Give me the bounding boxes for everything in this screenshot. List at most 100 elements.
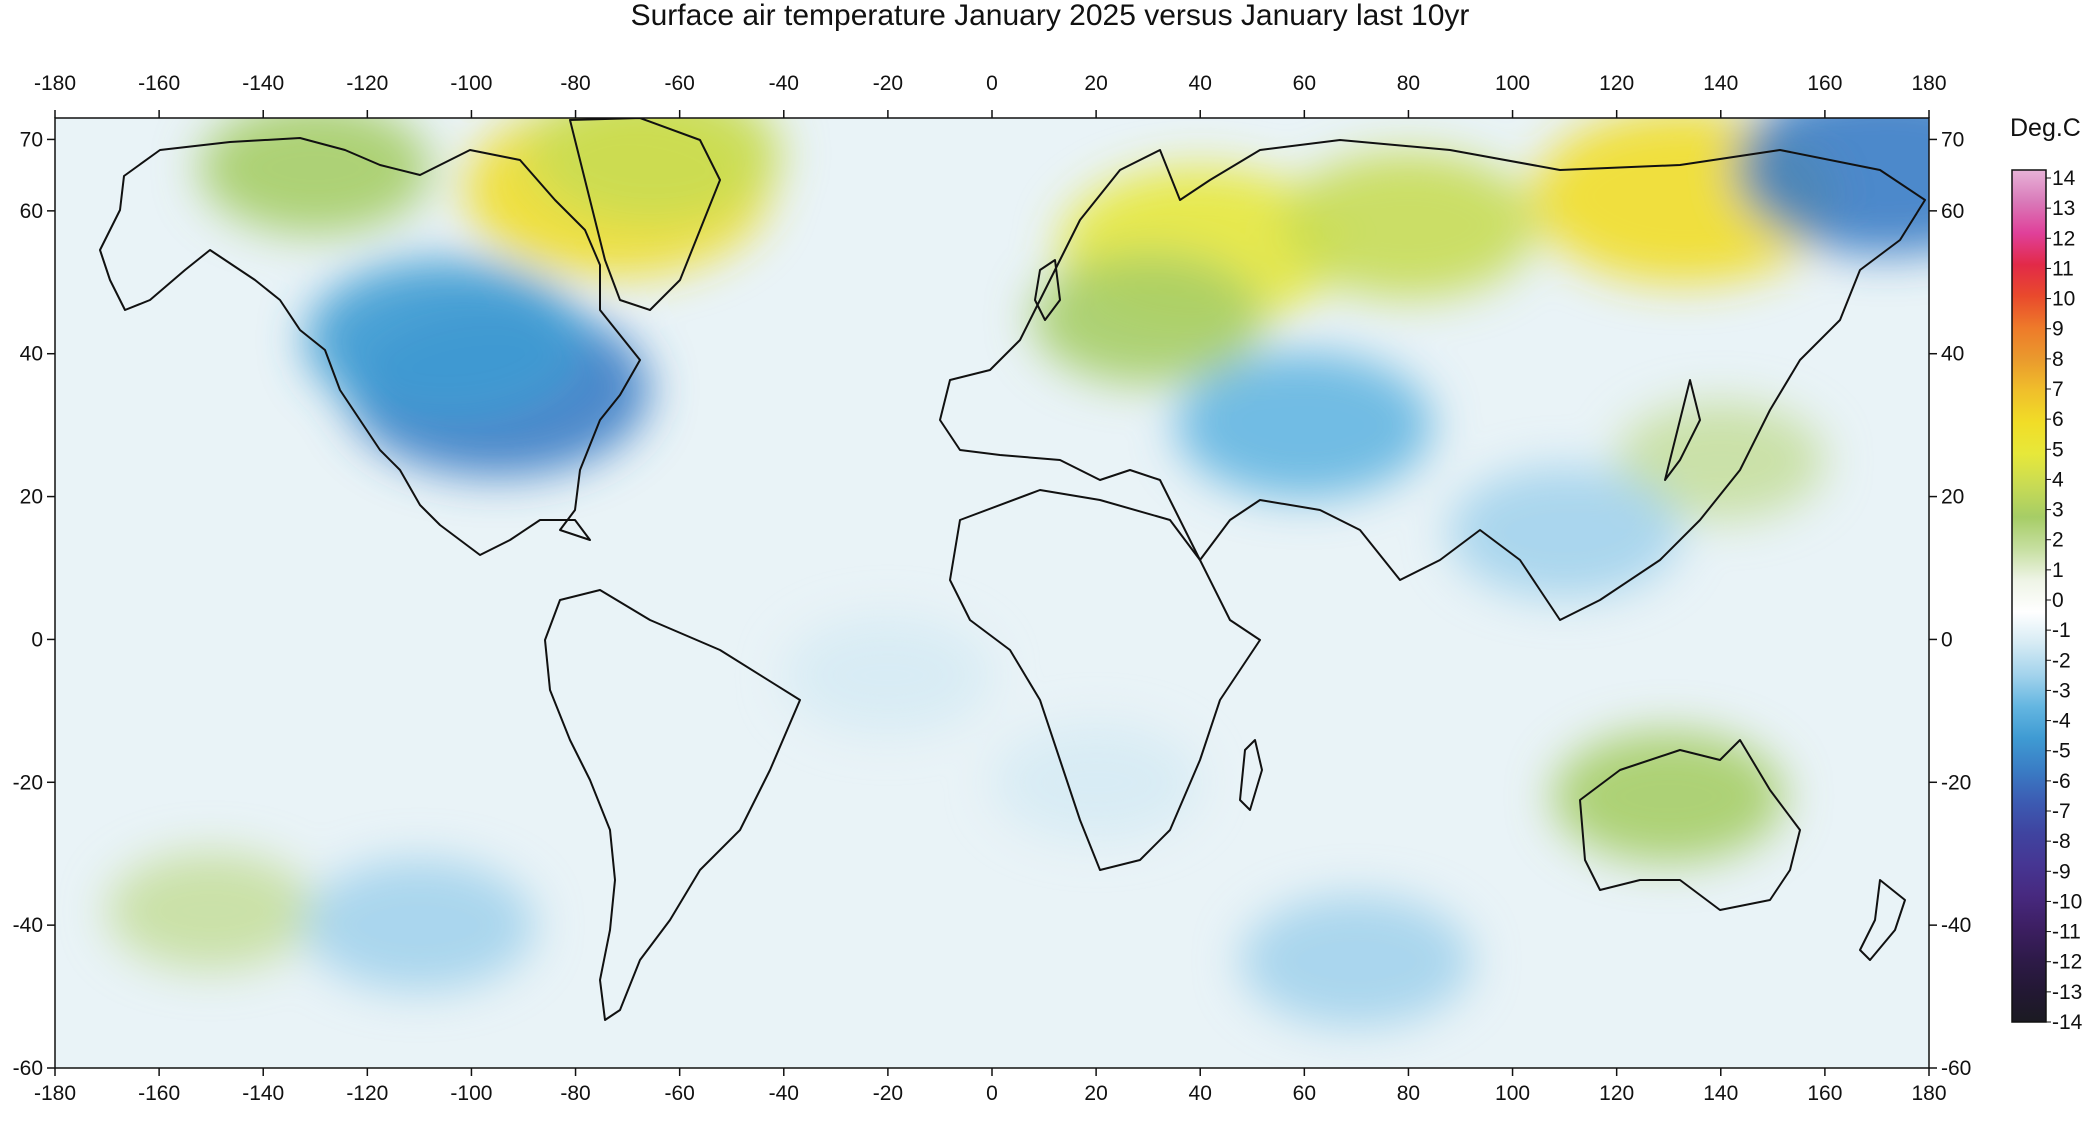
anomaly-region [992,723,1201,842]
colorbar-tick-label: 1 [2052,559,2064,582]
x-tick-label-top: 0 [986,72,998,95]
colorbar-tick-label: -7 [2052,800,2071,823]
anomaly-region [1176,352,1433,499]
anomaly-region [303,859,536,992]
anomaly-field [55,118,1929,1068]
anomaly-region [305,259,586,420]
y-tick-label-left: 70 [20,128,43,151]
x-tick-label-top: 180 [1911,72,1946,95]
colorbar-tick-label: 8 [2052,348,2064,371]
y-tick-label-left: -60 [13,1057,43,1080]
coastlines [99,118,1926,1021]
colorbar-tick-label: -5 [2052,740,2071,763]
x-tick-label-bottom: -120 [346,1082,388,1105]
anomaly-region [1448,466,1681,599]
x-tick-label-bottom: -80 [560,1082,590,1105]
x-tick-label-top: -120 [346,72,388,95]
x-tick-label-top: -100 [450,72,492,95]
colorbar-tick-label: -2 [2052,649,2071,672]
x-tick-label-top: -140 [242,72,284,95]
colorbar-tick-label: 7 [2052,378,2064,401]
y-tick-label-right: 60 [1941,200,1964,223]
anomaly-region [107,851,316,970]
anomaly-region [199,118,432,234]
x-tick-label-top: 100 [1495,72,1530,95]
y-tick-label-right: -20 [1941,771,1971,794]
x-tick-label-bottom: 140 [1703,1082,1738,1105]
europe-asia-coast [939,139,1926,621]
south-america-coast [544,589,801,1021]
x-tick-label-top: -40 [769,72,799,95]
y-tick-label-right: 70 [1941,128,1964,151]
x-tick-label-top: -60 [664,72,694,95]
anomaly-region [525,118,782,227]
x-tick-label-bottom: -40 [769,1082,799,1105]
x-tick-label-top: 20 [1084,72,1107,95]
colorbar-tick-label: 14 [2052,167,2076,190]
x-tick-label-bottom: 0 [986,1082,998,1105]
x-tick-label-bottom: -180 [34,1082,76,1105]
x-tick-label-top: -20 [873,72,903,95]
x-tick-label-top: 80 [1397,72,1420,95]
colorbar-tick-label: -3 [2052,679,2071,702]
y-tick-label-left: -40 [13,914,43,937]
colorbar-tick-label: -6 [2052,770,2071,793]
anomaly-region [1735,118,1929,255]
uk-coast [1034,259,1061,321]
x-tick-label-top: 40 [1189,72,1212,95]
colorbar-tick-label: 9 [2052,318,2064,341]
colorbar-unit-label: Deg.C [2010,114,2081,142]
y-tick-label-left: 0 [31,628,43,651]
y-tick-label-right: 40 [1941,343,1964,366]
africa-coast [949,489,1261,871]
y-tick-label-right: 0 [1941,628,1953,651]
y-tick-label-right: -60 [1941,1057,1971,1080]
x-tick-label-bottom: 180 [1911,1082,1946,1105]
colorbar-tick-label: 12 [2052,227,2075,250]
anomaly-region [1616,401,1825,520]
colorbar-tick-label: 5 [2052,438,2064,461]
madagascar-coast [1239,739,1263,811]
colorbar-tick-label: 4 [2052,468,2064,491]
chart-title: Surface air temperature January 2025 ver… [630,0,1470,32]
x-tick-label-bottom: -160 [138,1082,180,1105]
anomaly-region [1280,152,1537,299]
x-tick-label-bottom: 60 [1293,1082,1316,1105]
x-tick-label-top: 60 [1293,72,1316,95]
x-tick-label-bottom: 40 [1189,1082,1212,1105]
x-tick-label-bottom: 20 [1084,1082,1107,1105]
x-tick-label-top: -80 [560,72,590,95]
colorbar-tick-label: 13 [2052,197,2075,220]
colorbar-tick-label: -9 [2052,860,2071,883]
colorbar-tick-label: -13 [2052,981,2082,1004]
y-tick-label-left: 60 [20,200,43,223]
colorbar-tick-label: 6 [2052,408,2064,431]
x-tick-label-bottom: 100 [1495,1082,1530,1105]
x-tick-label-bottom: -60 [664,1082,694,1105]
x-tick-label-top: 160 [1807,72,1842,95]
colorbar-tick-label: -10 [2052,890,2082,913]
anomaly-region [1032,252,1265,384]
x-tick-label-bottom: 160 [1807,1082,1842,1105]
anomaly-region [1552,730,1785,863]
anomaly-region [783,616,992,735]
australia-coast [1579,739,1801,911]
colorbar-labels: 14131211109876543210-1-2-3-4-5-6-7-8-9-1… [2046,167,2083,1034]
x-tick-label-top: 120 [1599,72,1634,95]
colorbar-tick-label: 2 [2052,529,2064,552]
y-tick-label-left: -20 [13,771,43,794]
x-tick-label-top: 140 [1703,72,1738,95]
y-tick-label-left: 20 [20,486,43,509]
colorbar-tick-label: -14 [2052,1011,2083,1034]
japan-coast [1664,379,1701,481]
colorbar-tick-label: 11 [2052,257,2074,280]
new-zealand-coast [1859,879,1906,961]
anomaly-region [1240,894,1473,1027]
colorbar-tick-label: -1 [2052,619,2071,642]
colorbar-tick-label: -11 [2052,921,2081,944]
colorbar-tick-label: -12 [2052,951,2082,974]
x-tick-label-bottom: -100 [450,1082,492,1105]
greenland-coast [569,118,721,311]
x-tick-label-bottom: 80 [1397,1082,1420,1105]
